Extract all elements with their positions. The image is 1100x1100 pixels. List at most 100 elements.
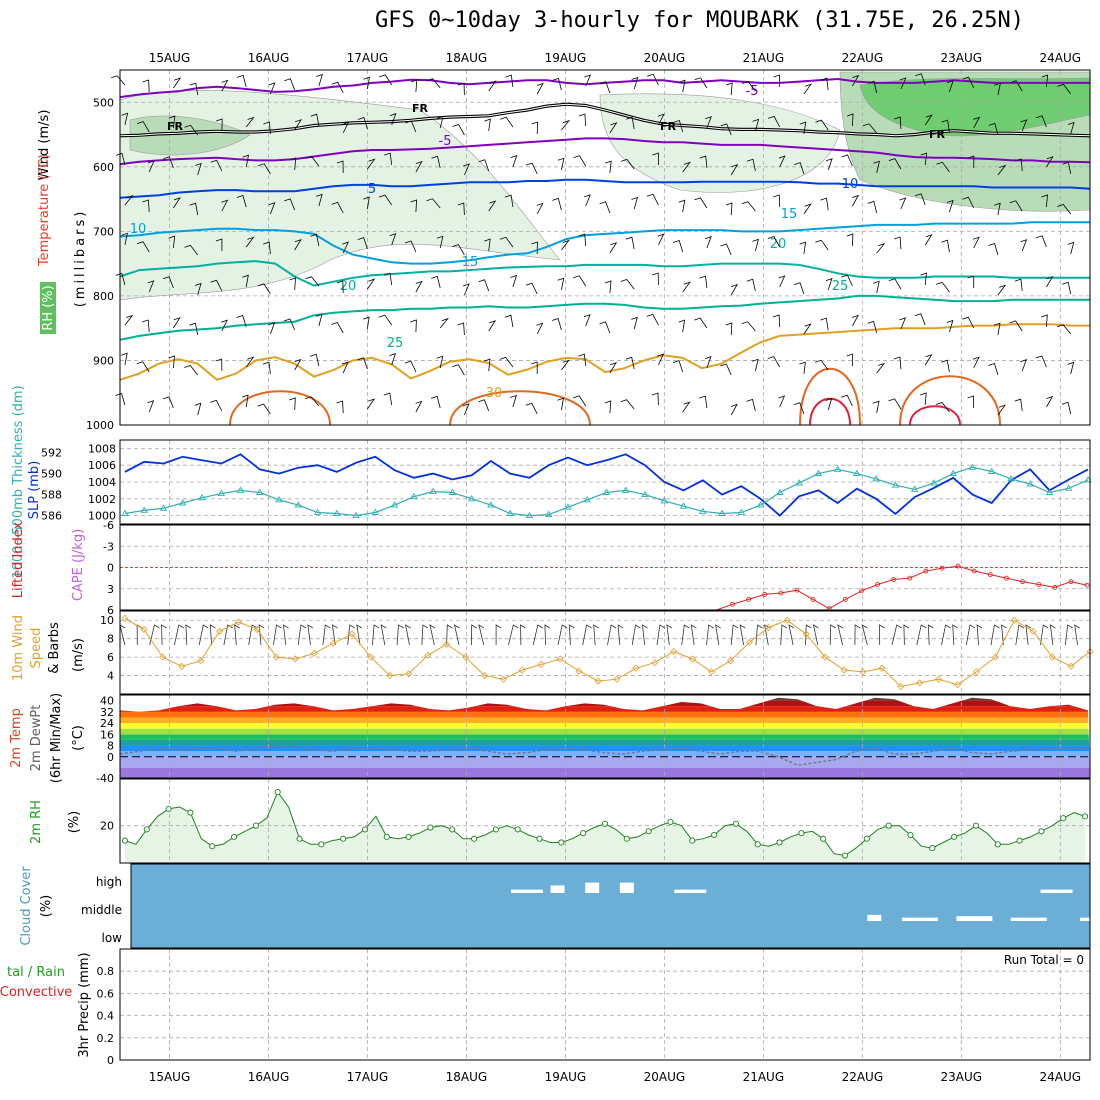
wind-barb xyxy=(967,395,975,409)
date-label-bottom: 18AUG xyxy=(446,1070,488,1084)
wind-barb xyxy=(173,77,182,89)
wind-barb xyxy=(184,365,199,376)
wind10m-speed-label: Speed xyxy=(29,628,44,669)
lifted-index-marker xyxy=(1052,584,1058,590)
wind-barb xyxy=(852,194,860,207)
wind-barb xyxy=(426,198,441,209)
isotherm-line xyxy=(119,294,1090,341)
rh-marker xyxy=(274,789,281,796)
surface-wind-barb xyxy=(532,624,544,646)
wind-barb xyxy=(121,352,128,366)
wind-barb xyxy=(730,403,738,416)
wind-barb xyxy=(367,398,376,410)
cloud-cover-background xyxy=(131,864,1090,948)
surface-wind-barb xyxy=(198,624,209,646)
wind-barb xyxy=(941,119,950,133)
wind-barb xyxy=(525,162,538,175)
rh-marker xyxy=(645,828,652,835)
wind-barb xyxy=(195,162,202,176)
wind-barb xyxy=(136,361,150,373)
wind-barb xyxy=(1020,119,1028,132)
cloud-middle-bar xyxy=(1010,917,1047,921)
cloud-high-bar xyxy=(674,889,707,893)
wind-speed-marker xyxy=(556,655,564,663)
wind-barb xyxy=(168,235,176,249)
wind-speed-marker xyxy=(1067,662,1075,670)
slp-tick-label: 1004 xyxy=(88,476,116,489)
wind-barb xyxy=(846,233,854,247)
wind-barb xyxy=(578,353,587,367)
wind-barb xyxy=(936,161,950,173)
wind-barb xyxy=(436,115,444,129)
rh-marker xyxy=(972,822,979,829)
wind-speed-marker xyxy=(480,671,489,680)
surface-wind-barb xyxy=(149,624,160,646)
rh-marker xyxy=(121,837,128,844)
wind-barb xyxy=(405,120,417,133)
wind-barb xyxy=(924,354,933,366)
lifted-index-tick-label: 3 xyxy=(107,583,114,596)
wind-barb xyxy=(236,74,247,88)
wind-barb xyxy=(873,160,880,174)
rh-marker xyxy=(514,826,521,833)
freezing-level-label: FR xyxy=(412,102,429,115)
wind-barb xyxy=(142,199,150,213)
rh-marker xyxy=(951,833,958,840)
wind-barb xyxy=(262,361,271,375)
lifted-index-marker xyxy=(810,596,816,602)
wind-barb xyxy=(289,157,297,171)
pressure-axis-label: (millibars) xyxy=(73,209,88,308)
wind-barb xyxy=(478,159,490,172)
wind-barb xyxy=(378,194,393,206)
lifted-index-marker xyxy=(762,592,768,597)
isotherm-label: 15 xyxy=(781,207,798,222)
wind-barb xyxy=(820,197,829,211)
wind-barb xyxy=(137,121,150,133)
surface-wind-barb xyxy=(706,624,714,646)
isotherm-label: 5 xyxy=(368,182,376,197)
wind-barb xyxy=(820,317,829,331)
wind-barb xyxy=(682,281,691,293)
thickness-marker xyxy=(564,503,572,510)
upper-air-panel-frame xyxy=(119,69,1091,426)
isotherm-line-hot xyxy=(809,397,851,426)
wind-barb xyxy=(531,121,539,135)
wind-speed-marker xyxy=(443,640,451,648)
wind-barb xyxy=(142,319,150,333)
wind-speed-marker xyxy=(197,657,205,665)
run-total-label: Run Total = 0 xyxy=(1004,953,1084,967)
isotherm-line-hot xyxy=(799,367,861,426)
date-label-bottom: 17AUG xyxy=(347,1070,389,1084)
thickness-marker xyxy=(968,463,977,470)
surface-wind-barb xyxy=(347,624,355,646)
wind-barb xyxy=(873,280,880,294)
wind-barb xyxy=(803,83,813,95)
isotherm-line xyxy=(119,178,1091,199)
surface-wind-barb xyxy=(258,624,265,646)
thickness-marker xyxy=(679,502,688,509)
thickness-tick-label: 586 xyxy=(41,510,62,523)
thickness-marker xyxy=(352,511,360,519)
rh-marker xyxy=(231,833,238,840)
surface-wind-barb xyxy=(582,624,592,646)
wind-barb xyxy=(799,361,806,375)
wind-barb xyxy=(620,399,635,410)
thickness-marker xyxy=(718,509,726,516)
temperature-band xyxy=(120,717,1090,724)
surface-wind-barb xyxy=(508,624,519,646)
wind-barb xyxy=(504,194,514,208)
date-label-top: 15AUG xyxy=(149,51,191,65)
wind-barb xyxy=(967,275,975,288)
surface-wind-barb xyxy=(1064,624,1073,646)
wind-barb xyxy=(867,200,878,214)
wind-barb xyxy=(672,360,684,373)
thickness-marker xyxy=(814,469,823,477)
wind-barb xyxy=(210,159,223,172)
thickness-marker xyxy=(641,490,649,498)
wind-barb xyxy=(673,119,684,133)
surface-wind-barb xyxy=(283,624,289,646)
wind-barb xyxy=(525,402,538,415)
wind-barb xyxy=(189,322,199,336)
surface-wind-barb xyxy=(730,624,739,646)
wind-barb xyxy=(415,280,423,293)
